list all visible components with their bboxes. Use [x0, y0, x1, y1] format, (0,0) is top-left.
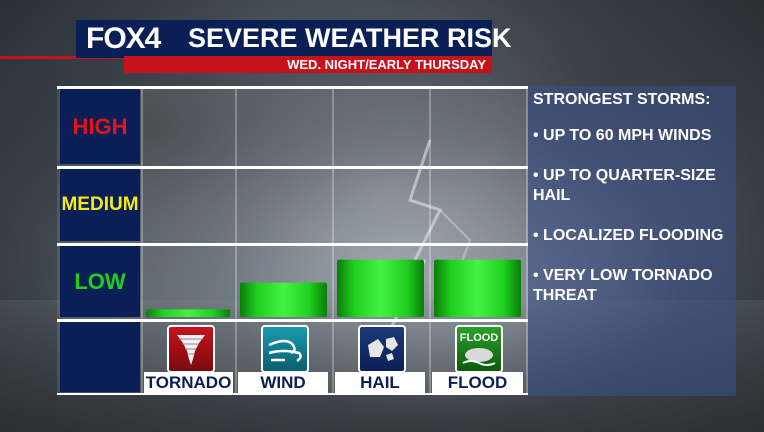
- level-label-low: LOW: [60, 246, 140, 317]
- category-label-wind: WIND: [238, 372, 328, 394]
- info-panel: [528, 86, 736, 396]
- title-box: [180, 20, 492, 56]
- category-label-hail: HAIL: [335, 372, 425, 394]
- wind-icon: [261, 325, 309, 373]
- panel-heading: STRONGEST STORMS:: [533, 91, 711, 108]
- level-label-medium: MEDIUM: [60, 169, 140, 241]
- level-label-high: HIGH: [60, 89, 140, 164]
- fox4-logo: FOX4: [86, 22, 162, 56]
- category-label-flood: FLOOD: [432, 372, 523, 394]
- icon-row-label: [60, 322, 140, 392]
- header-rule: [0, 56, 124, 59]
- logo-fox-text: FOX: [86, 22, 146, 55]
- panel-bullet-tornado: • VERY LOW TORNADO THREAT: [533, 267, 713, 304]
- logo-number-text: 4: [144, 22, 162, 55]
- flood-icon: FLOOD: [455, 325, 503, 373]
- subtitle-box: [124, 56, 492, 73]
- panel-bullet-flooding: • LOCALIZED FLOODING: [533, 227, 724, 244]
- level-medium-text: MEDIUM: [61, 194, 139, 215]
- page-title: SEVERE WEATHER RISK: [188, 23, 512, 53]
- logo-box: [76, 20, 180, 58]
- hail-icon: [358, 325, 406, 373]
- flood-icon-text: FLOOD: [460, 332, 499, 344]
- category-label-tornado: TORNADO: [144, 372, 233, 394]
- panel-bullet-winds: • UP TO 60 MPH WINDS: [533, 127, 712, 144]
- subtitle: WED. NIGHT/EARLY THURSDAY: [287, 57, 486, 72]
- tornado-icon: [167, 325, 215, 373]
- level-high-text: HIGH: [72, 113, 128, 139]
- level-low-text: LOW: [74, 268, 126, 294]
- panel-bullet-hail: • UP TO QUARTER-SIZE HAIL: [533, 167, 716, 204]
